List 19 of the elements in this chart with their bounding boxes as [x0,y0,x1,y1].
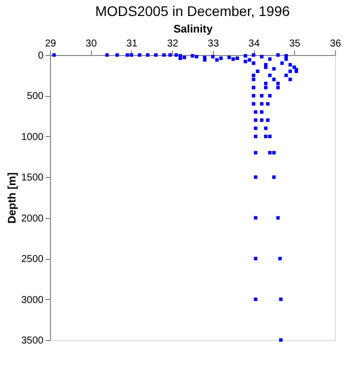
y-tick-label: 1000 [21,132,44,143]
y-tick-label: 2000 [21,213,44,224]
y-tick-label: 1500 [21,172,44,184]
x-tick-label: 31 [126,38,138,50]
y-axis-title: Depth [m] [6,172,18,224]
x-tick-label: 36 [330,38,342,50]
y-tick-label: 500 [26,91,44,102]
y-tick-label: 2500 [21,254,44,266]
y-tick-label: 3000 [21,294,44,306]
y-tick-label: 0 [38,50,44,62]
x-tick-label: 33 [208,38,220,50]
x-tick-label: 34 [248,38,260,50]
chart-title: MODS2005 in December, 1996 [95,3,290,19]
x-tick-label: 30 [86,38,98,50]
x-axis-title: Salinity [173,24,214,36]
x-tick-label: 35 [289,38,301,50]
x-tick-label: 32 [167,38,179,50]
x-tick-label: 29 [44,38,56,50]
y-tick-label: 3500 [21,336,44,346]
